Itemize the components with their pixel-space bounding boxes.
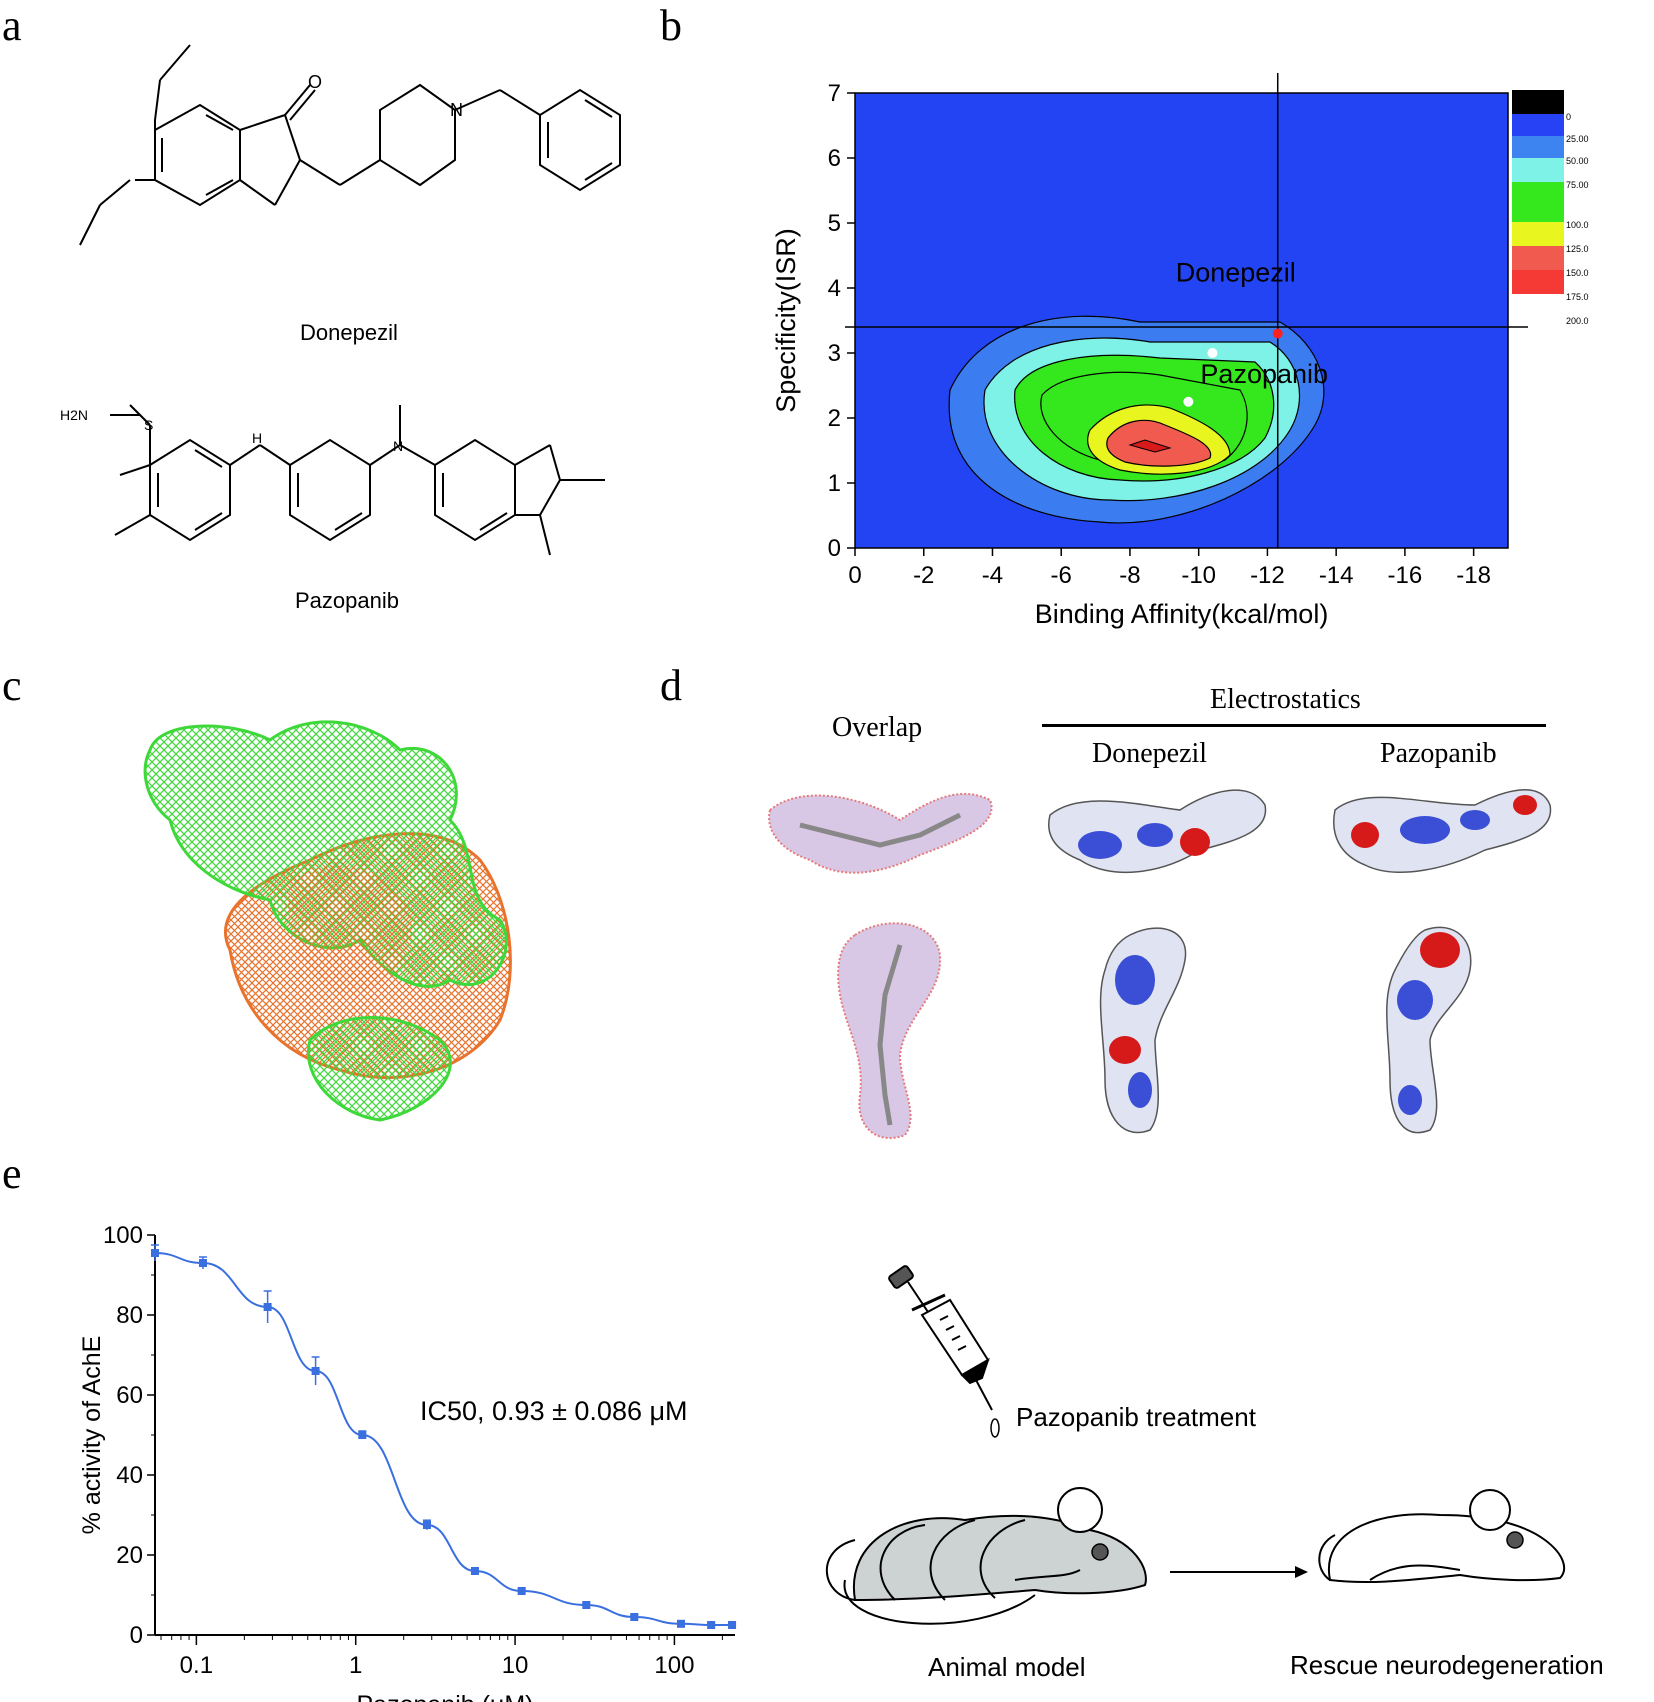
data-point	[1183, 396, 1194, 407]
point-label: Pazopanib	[1200, 359, 1328, 389]
contour-chart: 0 -2 -4 -6 -8 -10 -12 -14 -16 -18 0 1 2 3 4 5 6 7 Binding …	[771, 73, 1589, 629]
legend-level-label: 50.00	[1566, 156, 1589, 166]
atom-n-methyl: N	[393, 438, 403, 454]
y-tick-label: 60	[116, 1382, 143, 1409]
protein-surface-overlay	[143, 720, 512, 1122]
pazopanib-label: Pazopanib	[295, 588, 399, 613]
overlap-surface-top	[768, 792, 993, 874]
data-point	[263, 1303, 272, 1311]
y-tick-label: 0	[828, 535, 841, 562]
legend-level-label: 150.0	[1566, 268, 1589, 278]
donepezil-structure: O N	[79, 44, 621, 246]
data-point	[728, 1621, 737, 1629]
legend-colorbar	[1512, 90, 1564, 294]
data-point	[517, 1587, 526, 1595]
y-tick-label: 0	[130, 1622, 143, 1649]
dose-response-chart: 0 20 40 60 80 100 0.1 1 10 100 Pazopanib (μM) % act…	[78, 1222, 737, 1702]
pazopanib-column-title: Pazopanib	[1380, 738, 1497, 769]
y-tick-label: 40	[116, 1462, 143, 1489]
fit-curve	[154, 1252, 733, 1626]
y-tick-label: 6	[828, 145, 841, 172]
x-tick-label: -4	[982, 562, 1003, 589]
pazopanib-electrostatics-bottom	[1386, 926, 1472, 1134]
y-tick-label: 100	[103, 1222, 143, 1249]
mouse-model-illustration	[825, 1487, 1147, 1625]
arrow-icon	[1170, 1566, 1308, 1578]
data-point	[677, 1619, 686, 1628]
y-tick-label: 20	[116, 1542, 143, 1569]
y-tick-label: 7	[828, 80, 841, 107]
overlap-title: Overlap	[832, 712, 923, 743]
legend-level-label: 200.0	[1566, 316, 1589, 326]
x-tick-label: -12	[1250, 562, 1285, 589]
x-tick-label: -6	[1051, 562, 1072, 589]
atom-o: O	[308, 72, 322, 92]
syringe-icon	[888, 1265, 1000, 1438]
x-tick-label: -16	[1388, 562, 1423, 589]
x-tick-label: -18	[1456, 562, 1491, 589]
data-point	[198, 1259, 207, 1267]
atom-s: S	[144, 417, 153, 433]
y-axis-label: Specificity(ISR)	[771, 228, 801, 413]
legend-level-label: 125.0	[1566, 244, 1589, 254]
legend-level-label: 75.00	[1566, 180, 1589, 190]
data-point	[1272, 328, 1283, 339]
data-point	[630, 1613, 639, 1621]
rescue-label: Rescue neurodegeneration	[1290, 1650, 1604, 1680]
treatment-label: Pazopanib treatment	[1016, 1402, 1256, 1432]
panel-label-b: b	[660, 1, 682, 50]
donepezil-column-title: Donepezil	[1092, 738, 1208, 769]
data-point	[470, 1567, 479, 1575]
y-tick-label: 2	[828, 405, 841, 432]
panel-label-d: d	[660, 661, 682, 710]
legend-level-label: 175.0	[1566, 292, 1589, 302]
atom-n: N	[450, 100, 463, 120]
point-label: Donepezil	[1176, 258, 1296, 288]
data-point	[707, 1621, 716, 1629]
legend-level-label: 25.00	[1566, 134, 1589, 144]
donepezil-electrostatics-top	[1048, 789, 1267, 874]
y-tick-label: 80	[116, 1302, 143, 1329]
legend-level-label: 100.0	[1566, 220, 1589, 230]
y-tick-label: 3	[828, 340, 841, 367]
panel-label-e: e	[2, 1149, 22, 1198]
x-tick-label: -10	[1181, 562, 1216, 589]
pazopanib-structure: H2N S H N	[60, 404, 605, 556]
x-axis-label: Binding Affinity(kcal/mol)	[1035, 599, 1329, 629]
x-tick-label: -2	[913, 562, 934, 589]
x-tick-label: 100	[654, 1652, 694, 1679]
electrostatics-underline	[1042, 724, 1546, 727]
x-tick-label: 0	[848, 562, 861, 589]
overlap-surface-bottom	[837, 922, 942, 1140]
x-tick-label: -8	[1119, 562, 1140, 589]
healthy-mouse-illustration	[1318, 1489, 1566, 1584]
animal-model-label: Animal model	[928, 1652, 1086, 1682]
data-point	[422, 1521, 431, 1529]
panel-label-c: c	[2, 661, 22, 710]
x-tick-label: 10	[502, 1652, 529, 1679]
legend-level-label: 0	[1566, 112, 1571, 122]
electrostatics-title: Electrostatics	[1210, 684, 1361, 715]
ic50-annotation: IC50, 0.93 ± 0.086 μM	[420, 1396, 688, 1426]
x-tick-label: -14	[1319, 562, 1354, 589]
data-point	[358, 1431, 367, 1439]
data-point	[582, 1601, 591, 1609]
donepezil-label: Donepezil	[300, 320, 398, 345]
data-point	[311, 1367, 320, 1375]
x-tick-label: 1	[349, 1652, 362, 1679]
donepezil-electrostatics-bottom	[1099, 927, 1187, 1134]
x-tick-label: 0.1	[180, 1652, 213, 1679]
y-tick-label: 4	[828, 275, 841, 302]
y-tick-label: 5	[828, 210, 841, 237]
x-axis-label: Pazopanib (μM)	[357, 1691, 534, 1702]
data-point	[1207, 348, 1218, 358]
panel-label-a: a	[2, 1, 22, 50]
y-tick-label: 1	[828, 470, 841, 497]
pazopanib-electrostatics-top	[1333, 789, 1552, 873]
data-point	[151, 1249, 159, 1257]
y-axis-label: % activity of AchE	[78, 1336, 106, 1535]
contour-regions	[948, 315, 1325, 524]
atom-h2n: H2N	[60, 407, 88, 423]
atom-h: H	[252, 430, 262, 446]
